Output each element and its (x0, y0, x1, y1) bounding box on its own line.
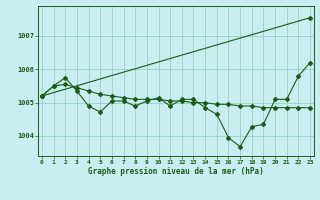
X-axis label: Graphe pression niveau de la mer (hPa): Graphe pression niveau de la mer (hPa) (88, 167, 264, 176)
